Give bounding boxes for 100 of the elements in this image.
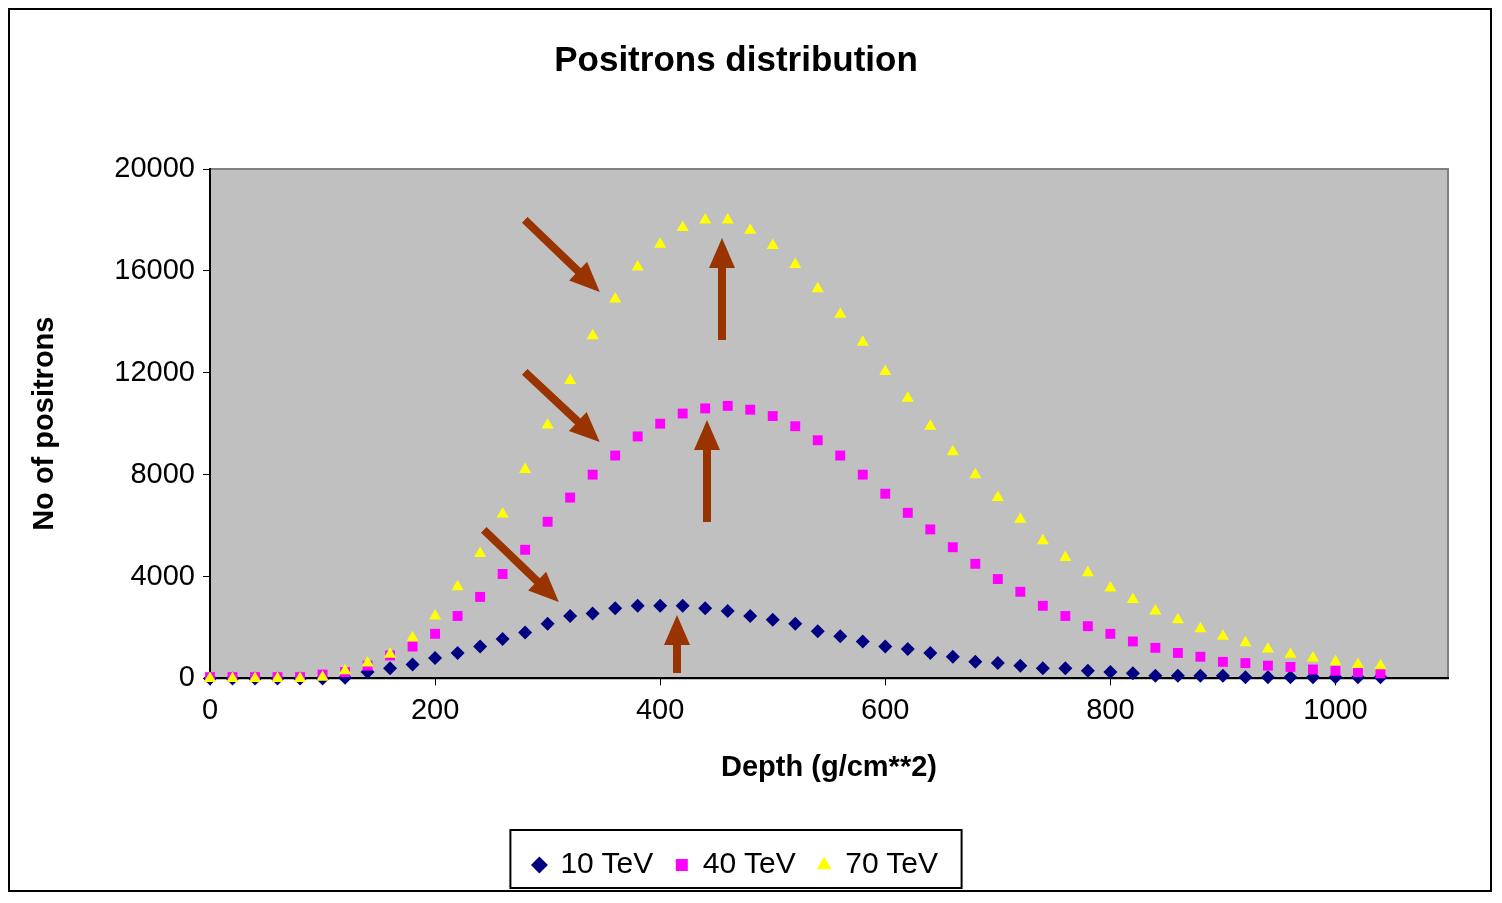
point <box>1082 621 1093 632</box>
point <box>790 421 801 432</box>
point <box>1374 658 1387 670</box>
x-tick-label: 600 <box>861 692 910 725</box>
point <box>1035 661 1050 676</box>
point <box>1330 665 1341 676</box>
point <box>1060 611 1071 621</box>
point <box>1172 647 1183 658</box>
point <box>878 639 893 654</box>
point <box>990 656 1005 671</box>
point <box>383 661 398 676</box>
y-tick-label: 0 <box>178 660 195 693</box>
point <box>1036 533 1049 545</box>
point <box>968 654 983 669</box>
point <box>361 656 374 667</box>
legend-label: 40 TeV <box>702 846 796 880</box>
point <box>1170 668 1185 683</box>
point <box>1195 651 1206 662</box>
point <box>428 651 443 666</box>
point <box>1194 621 1207 633</box>
point <box>1171 612 1184 624</box>
point <box>743 609 758 623</box>
point <box>338 663 352 675</box>
y-tick-label: 8000 <box>130 456 195 489</box>
point <box>1216 629 1229 640</box>
point <box>1037 600 1048 611</box>
point <box>450 645 465 660</box>
point <box>475 591 486 602</box>
point <box>855 634 870 649</box>
point <box>991 490 1004 502</box>
point <box>631 260 644 271</box>
point <box>880 488 891 499</box>
x-tick-label: 200 <box>410 692 460 725</box>
point <box>518 625 533 640</box>
point <box>1015 586 1026 597</box>
point <box>565 492 576 503</box>
point <box>1013 658 1028 673</box>
point <box>655 418 666 429</box>
point <box>519 462 532 474</box>
legend-label: 70 TeV <box>845 846 939 880</box>
y-tick-label: 4000 <box>130 558 195 591</box>
point <box>1126 592 1139 603</box>
point <box>1104 580 1117 592</box>
point <box>1149 603 1162 615</box>
point <box>1105 628 1116 639</box>
point <box>405 657 420 672</box>
point <box>495 631 510 646</box>
point <box>1238 670 1253 685</box>
point <box>1127 636 1138 647</box>
x-tick-label: 0 <box>201 692 219 725</box>
point <box>834 307 847 318</box>
point <box>810 624 825 639</box>
point <box>1284 647 1297 658</box>
point <box>675 598 690 613</box>
point <box>879 364 892 375</box>
point <box>1080 663 1095 678</box>
point <box>946 444 959 456</box>
point <box>653 598 668 613</box>
point <box>452 611 463 621</box>
point <box>1261 642 1274 653</box>
point <box>677 408 688 419</box>
point <box>835 450 846 461</box>
point <box>720 603 735 618</box>
point <box>407 641 418 652</box>
point <box>496 507 509 518</box>
point <box>1283 670 1298 685</box>
point <box>520 544 531 555</box>
chart-title: Positrons distribution <box>554 38 918 78</box>
point <box>451 579 464 591</box>
point <box>833 629 848 644</box>
point <box>992 574 1003 585</box>
point <box>1193 668 1208 683</box>
point <box>947 542 958 553</box>
point <box>1058 661 1073 676</box>
legend-label: 10 TeV <box>560 846 654 880</box>
point <box>1308 664 1318 675</box>
point <box>587 469 598 480</box>
point <box>745 404 756 415</box>
point <box>1306 651 1320 662</box>
point <box>924 419 937 430</box>
point <box>1014 512 1027 523</box>
point <box>698 601 713 616</box>
point <box>722 400 733 411</box>
point <box>474 546 487 558</box>
point <box>857 469 868 480</box>
x-axis-title: Depth (g/cm**2) <box>721 749 937 782</box>
y-tick-label: 20000 <box>114 151 195 183</box>
point <box>1103 665 1118 680</box>
y-tick-label: 12000 <box>114 354 195 387</box>
point <box>788 616 803 631</box>
point <box>700 403 711 414</box>
point <box>900 642 915 657</box>
point <box>767 411 778 422</box>
y-tick-label: 16000 <box>114 252 195 285</box>
point <box>1217 656 1228 667</box>
point <box>1329 654 1342 666</box>
point <box>699 212 712 224</box>
point <box>630 598 645 613</box>
point <box>765 612 780 627</box>
x-tick-label: 800 <box>1086 692 1135 725</box>
